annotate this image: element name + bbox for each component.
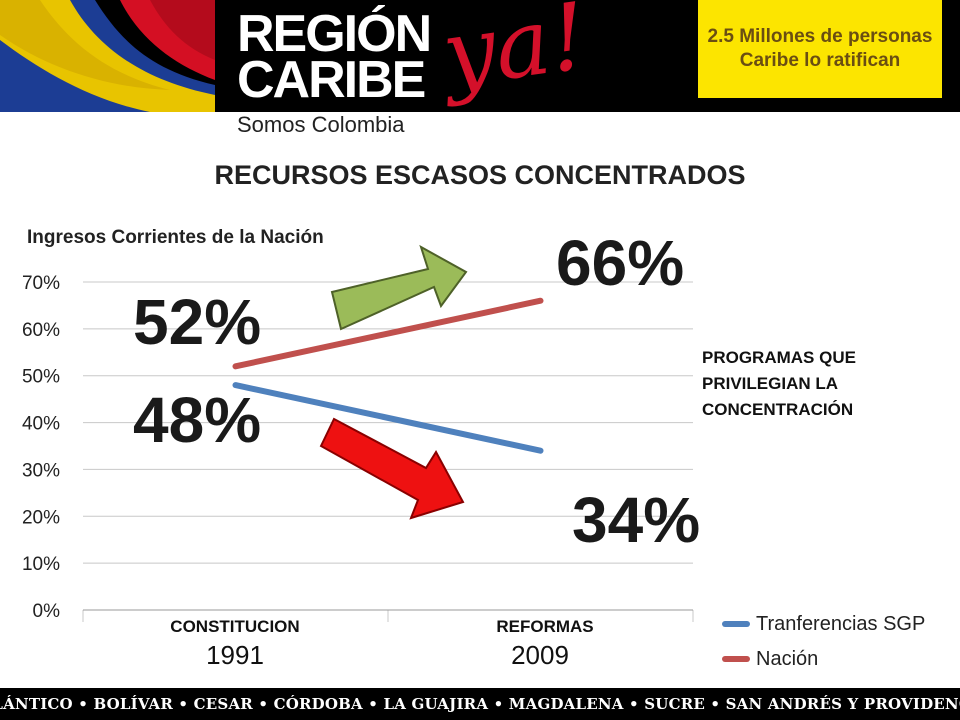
annotation-nacion-2009: 66% (556, 227, 685, 299)
colombia-flag-ribbon (0, 0, 215, 112)
y-tick-label: 20% (22, 507, 60, 528)
logo-word-region: REGIÓN (237, 5, 432, 63)
annotation-sgp-1991: 48% (133, 384, 262, 456)
y-tick-label: 10% (22, 554, 60, 575)
annotation-sgp-2009: 34% (572, 484, 701, 556)
legend-item-sgp: Tranferencias SGP (722, 609, 925, 639)
logo-word-caribe: CARIBE (237, 51, 426, 109)
y-tick-label: 0% (33, 601, 61, 622)
y-tick-label: 50% (22, 367, 60, 388)
series-line-nacion (232, 297, 544, 370)
footer-bar: ATLÁNTICO • BOLÍVAR • CESAR • CÓRDOBA • … (0, 688, 960, 720)
chart-title: Ingresos Corrientes de la Nación (27, 227, 324, 248)
logo-tagline: Somos Colombia (237, 112, 405, 137)
legend-swatch-nacion (722, 656, 750, 662)
green-arrow-up-icon (330, 244, 468, 331)
category-label-constitucion: CONSTITUCION (170, 617, 300, 636)
y-tick-label: 30% (22, 460, 60, 481)
slide-title: RECURSOS ESCASOS CONCENTRADOS (214, 160, 746, 190)
legend-swatch-sgp (722, 621, 750, 627)
y-tick-label: 70% (22, 273, 60, 294)
region-caribe-logo: REGIÓN CARIBE ya! Somos Colombia (215, 0, 865, 140)
legend-item-nacion: Nación (722, 644, 818, 674)
legend-label-nacion: Nación (756, 647, 819, 670)
y-tick-label: 40% (22, 414, 60, 435)
footer-departments: ATLÁNTICO • BOLÍVAR • CESAR • CÓRDOBA • … (0, 695, 960, 713)
legend-label-sgp: Tranferencias SGP (756, 612, 926, 635)
series-line-sgp (232, 382, 544, 454)
y-tick-label: 60% (22, 320, 60, 341)
callout-text: 2.5 Millones de personas Caribe lo ratif… (707, 26, 933, 71)
x-tick-label-1991: 1991 (206, 640, 264, 670)
red-arrow-down-icon (319, 417, 465, 520)
callout-box: 2.5 Millones de personas Caribe lo ratif… (698, 0, 942, 98)
side-note: PROGRAMAS QUE PRIVILEGIAN LA CONCENTRACI… (702, 348, 856, 419)
category-label-reformas: REFORMAS (496, 617, 594, 636)
x-tick-label-2009: 2009 (511, 640, 569, 670)
annotation-nacion-1991: 52% (133, 286, 262, 358)
